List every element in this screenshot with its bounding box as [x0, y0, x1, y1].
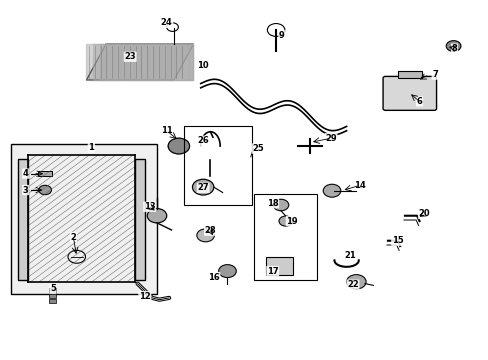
Text: 26: 26	[197, 136, 208, 145]
Text: 17: 17	[266, 267, 278, 276]
Circle shape	[323, 184, 340, 197]
Polygon shape	[188, 44, 193, 80]
Polygon shape	[134, 44, 153, 80]
Circle shape	[446, 41, 460, 51]
Polygon shape	[175, 44, 193, 80]
Polygon shape	[147, 44, 167, 80]
Text: 29: 29	[325, 134, 336, 143]
Bar	[48, 299, 56, 303]
Polygon shape	[168, 44, 187, 80]
FancyBboxPatch shape	[382, 76, 436, 111]
Text: 9: 9	[279, 31, 284, 40]
Bar	[266, 257, 292, 275]
Text: 15: 15	[391, 236, 403, 245]
Polygon shape	[100, 44, 119, 80]
Text: 10: 10	[197, 61, 208, 70]
Polygon shape	[86, 44, 193, 80]
Bar	[254, 194, 317, 280]
Text: 25: 25	[252, 144, 264, 153]
Polygon shape	[141, 44, 160, 80]
Text: 16: 16	[207, 273, 219, 282]
Bar	[19, 158, 28, 280]
Bar	[48, 288, 56, 293]
Text: 21: 21	[344, 251, 356, 260]
Circle shape	[197, 229, 214, 242]
Text: 8: 8	[451, 44, 456, 53]
Polygon shape	[182, 44, 193, 80]
Text: 14: 14	[353, 181, 365, 190]
Text: 2: 2	[70, 233, 76, 242]
Text: 4: 4	[23, 169, 29, 178]
Text: 23: 23	[124, 52, 136, 61]
Bar	[48, 294, 56, 298]
Polygon shape	[120, 44, 140, 80]
Polygon shape	[107, 44, 126, 80]
Circle shape	[168, 138, 189, 154]
Bar	[38, 171, 52, 176]
Text: 1: 1	[88, 143, 94, 152]
Circle shape	[279, 216, 292, 226]
Text: 18: 18	[266, 199, 278, 208]
Polygon shape	[161, 44, 181, 80]
Bar	[397, 71, 421, 78]
Text: 13: 13	[143, 202, 155, 211]
Text: 27: 27	[197, 183, 208, 192]
Circle shape	[218, 265, 236, 278]
Bar	[135, 158, 144, 280]
Text: 28: 28	[204, 226, 216, 235]
Text: 12: 12	[139, 292, 150, 301]
Text: 24: 24	[161, 18, 172, 27]
Bar	[11, 144, 157, 294]
Polygon shape	[127, 44, 146, 80]
Text: 5: 5	[50, 284, 56, 293]
Bar	[183, 126, 251, 205]
Circle shape	[273, 199, 288, 211]
Circle shape	[147, 208, 166, 223]
Circle shape	[192, 179, 213, 195]
Polygon shape	[154, 44, 174, 80]
Text: 7: 7	[431, 70, 437, 79]
Circle shape	[346, 275, 366, 289]
Text: 11: 11	[161, 126, 172, 135]
Circle shape	[39, 185, 51, 195]
Text: 19: 19	[286, 217, 297, 226]
Polygon shape	[114, 44, 133, 80]
Polygon shape	[86, 44, 106, 80]
Text: 20: 20	[418, 210, 429, 219]
Text: 6: 6	[416, 97, 422, 106]
Text: 3: 3	[23, 185, 28, 194]
Polygon shape	[93, 44, 113, 80]
Text: 22: 22	[346, 280, 358, 289]
